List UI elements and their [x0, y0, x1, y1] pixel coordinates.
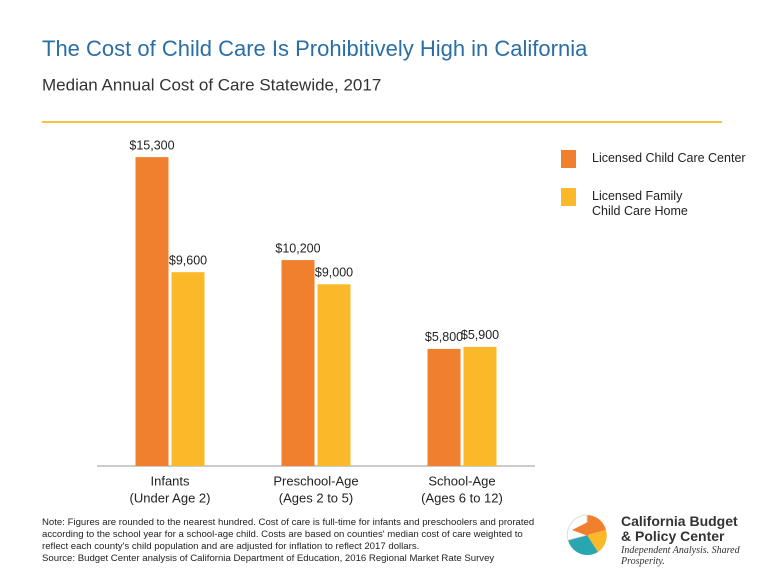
- legend-label: Licensed Family Child Care Home: [592, 189, 688, 218]
- bar: [427, 348, 461, 466]
- legend-label: Licensed Child Care Center: [592, 151, 746, 165]
- data-label: $15,300: [129, 138, 174, 152]
- bar: [171, 272, 205, 466]
- x-tick-label: (Under Age 2): [130, 490, 211, 505]
- bar: [317, 284, 351, 466]
- legend-swatch: [561, 150, 576, 168]
- data-label: $5,800: [425, 330, 463, 344]
- chart-title: The Cost of Child Care Is Prohibitively …: [42, 36, 588, 61]
- logo-tagline: Independent Analysis. Shared Prosperity.: [621, 545, 740, 567]
- data-label: $5,900: [461, 328, 499, 342]
- legend-swatch: [561, 188, 576, 206]
- data-label: $9,600: [169, 253, 207, 267]
- note: Note: Figures are rounded to the nearest…: [42, 517, 542, 565]
- x-tick-label: (Ages 2 to 5): [279, 490, 353, 505]
- bar: [281, 260, 315, 466]
- x-tick-label: Infants: [150, 473, 190, 488]
- x-tick-label: Preschool-Age: [273, 473, 358, 488]
- logo-name: & Policy Center: [621, 528, 725, 544]
- bar: [135, 157, 169, 466]
- logo-icon: [566, 514, 607, 556]
- x-tick-label: (Ages 6 to 12): [421, 490, 503, 505]
- data-label: $9,000: [315, 266, 353, 280]
- chart-subtitle: Median Annual Cost of Care Statewide, 20…: [42, 75, 381, 94]
- bar: [463, 346, 497, 466]
- data-label: $10,200: [275, 241, 320, 255]
- note-text: Note: Figures are rounded to the nearest…: [42, 517, 535, 552]
- x-tick-label: School-Age: [428, 473, 495, 488]
- logo-name: California Budget: [621, 513, 738, 529]
- source-text: Source: Budget Center analysis of Califo…: [42, 553, 495, 564]
